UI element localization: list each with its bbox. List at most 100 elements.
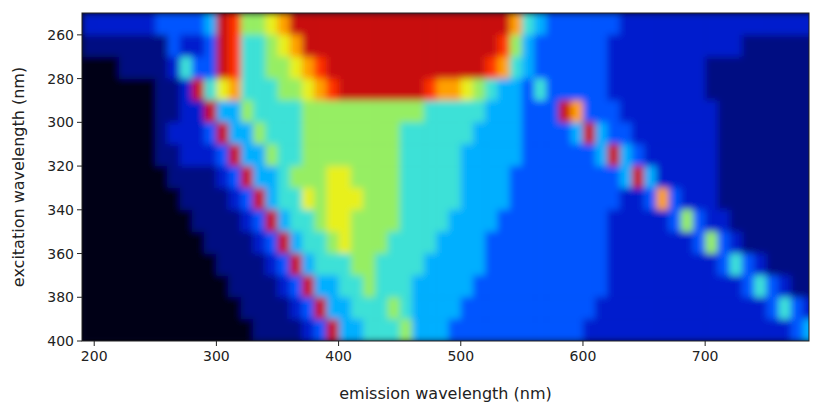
cell [436,319,449,341]
cell [277,144,290,166]
cell [302,254,315,276]
cell [375,210,388,232]
cell [461,13,474,35]
cell [400,79,413,101]
cell [681,122,694,144]
cell [168,122,181,144]
cell [412,210,425,232]
cell [717,144,730,166]
cell [473,275,486,297]
cell [375,35,388,57]
cell [559,122,572,144]
cell [302,297,315,319]
cell [143,57,156,79]
cell [595,275,608,297]
cell [778,188,791,210]
cell [351,210,364,232]
cell [546,144,559,166]
cell [143,319,156,341]
cell [644,13,657,35]
cell [546,122,559,144]
cell [339,35,352,57]
cell [314,188,327,210]
cell [229,166,242,188]
cell [302,100,315,122]
cell [204,188,217,210]
cell [436,297,449,319]
cell [705,35,718,57]
cell [277,297,290,319]
cell [681,254,694,276]
cell [644,275,657,297]
cell [106,13,119,35]
cell [510,13,523,35]
cell [607,100,620,122]
y-tick [77,297,82,298]
cell [705,100,718,122]
cell [436,13,449,35]
cell [290,188,303,210]
cell [436,79,449,101]
cell [339,297,352,319]
cell [522,275,535,297]
cell [424,100,437,122]
cell [241,57,254,79]
cell [387,210,400,232]
cell [644,297,657,319]
cell [644,100,657,122]
cell [265,166,278,188]
cell [82,188,95,210]
cell [204,210,217,232]
cell [461,232,474,254]
cell [229,35,242,57]
cell [192,144,205,166]
cell [375,275,388,297]
cell [730,35,743,57]
cell [229,188,242,210]
cell [106,188,119,210]
cell [497,210,510,232]
cell [705,166,718,188]
cell [559,319,572,341]
cell [290,79,303,101]
cell [253,188,266,210]
cell [400,319,413,341]
cell [778,232,791,254]
cell [82,275,95,297]
y-tick-label: 380 [47,289,74,305]
cell [754,122,767,144]
cell [94,254,107,276]
cell [436,232,449,254]
cell [497,35,510,57]
cell [497,13,510,35]
cell [314,13,327,35]
cell [534,232,547,254]
cell [766,188,779,210]
cell [607,13,620,35]
cell [766,35,779,57]
cell [620,122,633,144]
cell [229,144,242,166]
cell [180,232,193,254]
cell [180,319,193,341]
cell [387,13,400,35]
cell [155,188,168,210]
cell [314,35,327,57]
cell [400,122,413,144]
cell [754,79,767,101]
cell [241,100,254,122]
cell [82,79,95,101]
cell [180,122,193,144]
cell [742,35,755,57]
cell [106,166,119,188]
cell [216,122,229,144]
cell [314,100,327,122]
cell [681,13,694,35]
cell [449,188,462,210]
cell [705,210,718,232]
cell [546,13,559,35]
cell [449,319,462,341]
cell [192,188,205,210]
cell [192,13,205,35]
cell [571,188,584,210]
